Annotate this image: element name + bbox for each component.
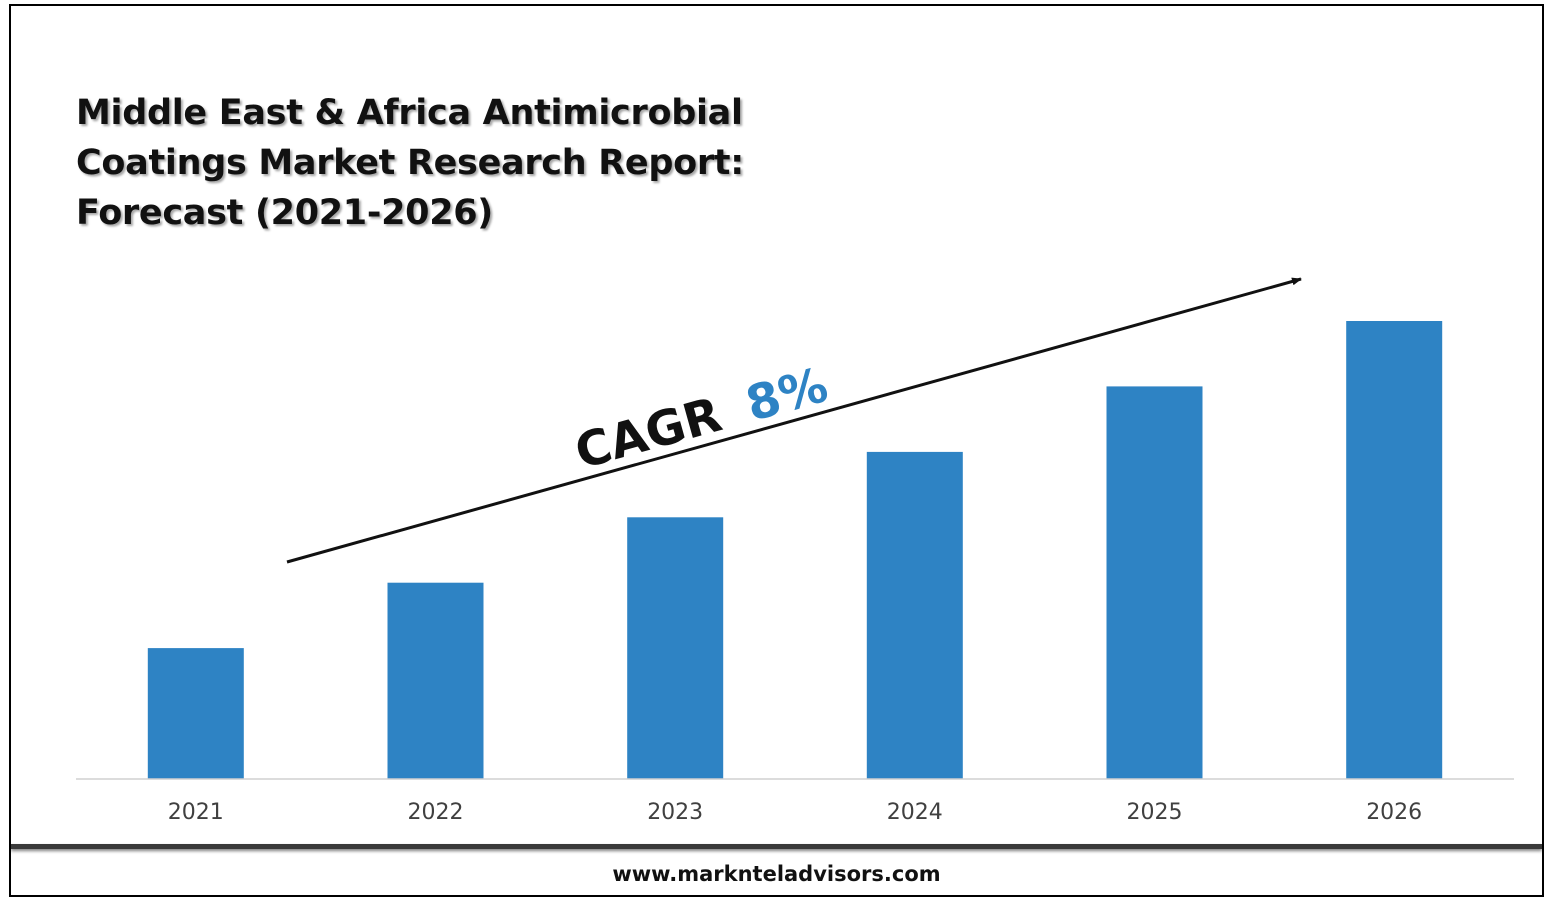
footer-website: www.marknteladvisors.com: [612, 862, 941, 886]
chart-title: Middle East & Africa Antimicrobial Coati…: [76, 88, 796, 238]
footer-divider: [11, 844, 1542, 849]
bar-2021: [147, 648, 244, 779]
x-tick-label-2023: 2023: [647, 800, 703, 825]
x-tick-label-2026: 2026: [1366, 800, 1422, 825]
x-tick-label-2022: 2022: [408, 800, 464, 825]
svg-text:CAGR 8%: CAGR 8%: [569, 357, 833, 481]
bar-chart: 2021 2022 2023 2024 2025 2026 CAGR 8%: [76, 277, 1514, 825]
chart-title-line-2: Coatings Market Research Report:: [76, 143, 744, 183]
cagr-label: CAGR: [569, 387, 727, 481]
x-tick-labels: 2021 2022 2023 2024 2025 2026: [168, 800, 1422, 825]
x-tick-label-2025: 2025: [1127, 800, 1183, 825]
x-tick-label-2024: 2024: [887, 800, 943, 825]
chart-title-line-1: Middle East & Africa Antimicrobial: [76, 93, 743, 133]
bar-2026: [1346, 321, 1443, 779]
bar-2023: [627, 517, 724, 779]
chart-frame: Middle East & Africa Antimicrobial Coati…: [9, 4, 1544, 897]
cagr-value: 8%: [740, 357, 834, 433]
cagr-annotation: CAGR 8%: [569, 357, 833, 481]
x-tick-label-2021: 2021: [168, 800, 224, 825]
chart-title-line-3: Forecast (2021-2026): [76, 193, 493, 233]
bar-2025: [1106, 386, 1203, 779]
cagr-trend-arrow: [286, 277, 1302, 564]
bar-2024: [866, 451, 963, 779]
bar-2022: [387, 582, 484, 779]
bars-layer: [147, 321, 1443, 779]
